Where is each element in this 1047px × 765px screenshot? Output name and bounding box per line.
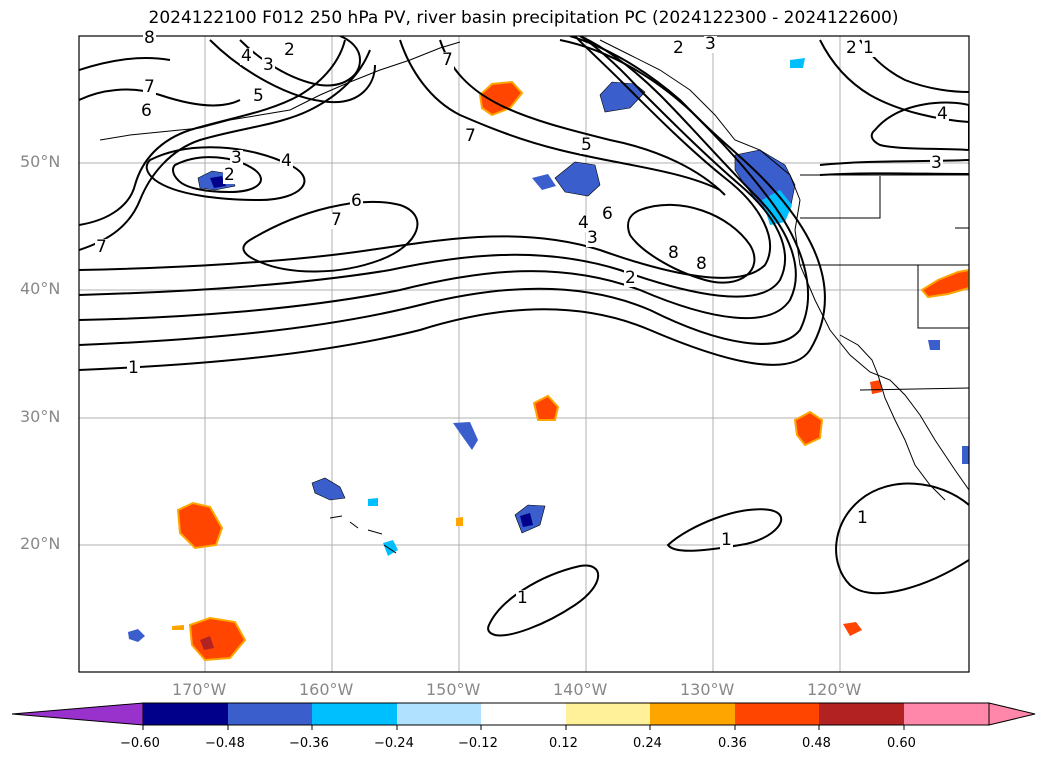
contour-label: 7	[464, 126, 477, 146]
contour-label: 3	[230, 148, 243, 168]
contour-label: 1	[720, 530, 733, 550]
plot-area	[79, 36, 969, 672]
lat-label-50n: 50°N	[20, 152, 61, 171]
contour-label: 3	[262, 55, 275, 75]
colorbar-tick: 0.48	[802, 736, 831, 751]
colorbar	[11, 702, 1036, 730]
contour-label: 2	[845, 38, 858, 58]
colorbar-tick: −0.36	[289, 736, 329, 751]
lon-label-140w: 140°W	[553, 680, 608, 699]
colorbar-tick: −0.12	[458, 736, 498, 751]
contour-label: 2	[223, 165, 236, 185]
contour-label: 3	[586, 228, 599, 248]
contour-label: 1	[862, 38, 875, 58]
contour-label: 1	[516, 588, 529, 608]
lat-label-30n: 30°N	[20, 407, 61, 426]
contour-label: 2	[624, 268, 637, 288]
colorbar-tick: 0.12	[549, 736, 578, 751]
contour-label: 8	[667, 243, 680, 263]
contour-label: 6	[350, 191, 363, 211]
map-title: 2024122100 F012 250 hPa PV, river basin …	[148, 8, 899, 28]
lon-label-170w: 170°W	[172, 680, 227, 699]
contour-label: 8	[143, 28, 156, 48]
lat-label-20n: 20°N	[20, 534, 61, 553]
contour-label: 5	[580, 135, 593, 155]
contour-label: 8	[695, 254, 708, 274]
plot-frame	[78, 35, 970, 673]
colorbar-tick: −0.48	[205, 736, 245, 751]
contour-label: 7	[441, 50, 454, 70]
contour-label: 4	[280, 151, 293, 171]
contour-label: 4	[577, 213, 590, 233]
contour-label: 3	[704, 34, 717, 54]
lon-label-130w: 130°W	[680, 680, 735, 699]
contour-label: 7	[143, 77, 156, 97]
lon-label-160w: 160°W	[299, 680, 354, 699]
contour-label: 5	[252, 86, 265, 106]
colorbar-tick: −0.24	[374, 736, 414, 751]
contour-label: 2	[283, 40, 296, 60]
contour-label: 1	[856, 508, 869, 528]
contour-label: 2	[672, 38, 685, 58]
pv-contours	[79, 36, 969, 637]
contour-label: 6	[140, 101, 153, 121]
contour-label: 4	[240, 46, 253, 66]
colorbar-tick: 0.36	[718, 736, 747, 751]
contour-label: 7	[330, 210, 343, 230]
contour-label: 3	[930, 153, 943, 173]
colorbar-tick: −0.60	[120, 736, 160, 751]
contour-label: 7	[95, 237, 108, 257]
contour-label: 1	[127, 358, 140, 378]
lon-label-150w: 150°W	[426, 680, 481, 699]
contour-label: 4	[936, 104, 949, 124]
colorbar-tick: 0.60	[887, 736, 916, 751]
contour-label: 6	[601, 204, 614, 224]
lon-label-120w: 120°W	[807, 680, 862, 699]
lat-label-40n: 40°N	[20, 279, 61, 298]
colorbar-tick: 0.24	[633, 736, 662, 751]
